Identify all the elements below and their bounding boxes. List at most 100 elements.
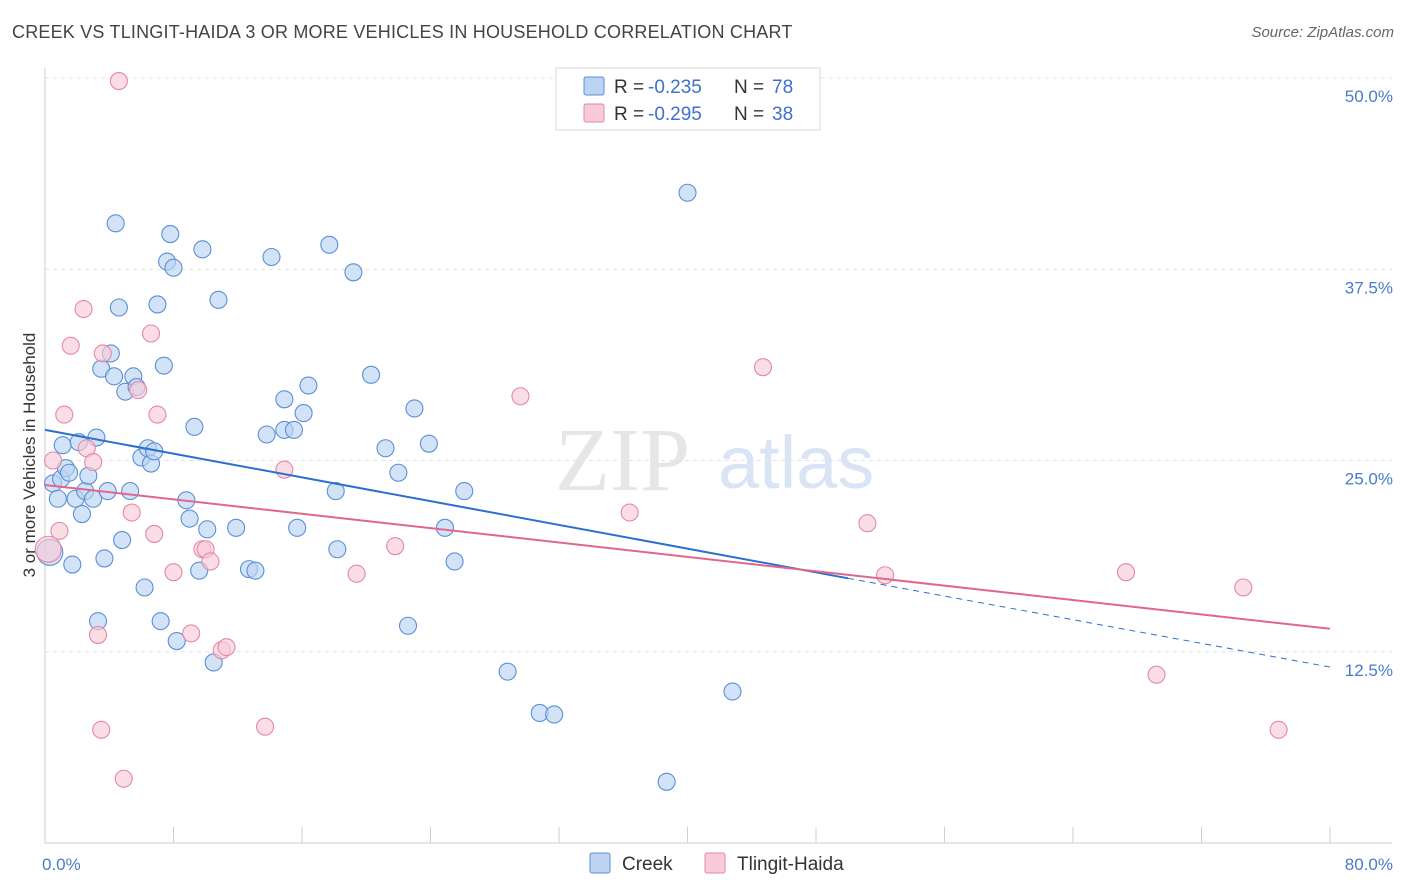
creek-point-68 bbox=[419, 434, 438, 453]
tlingit-haida-point-35 bbox=[1147, 665, 1166, 684]
creek-point-59 bbox=[320, 235, 339, 254]
tlingit-haida-point-25 bbox=[256, 717, 275, 736]
legend-n-value-tlingit: 38 bbox=[772, 104, 793, 125]
tlingit-haida-point-9 bbox=[92, 720, 111, 739]
creek-point-51 bbox=[257, 425, 276, 444]
creek-point-71 bbox=[455, 482, 474, 501]
creek-point-56 bbox=[288, 518, 307, 537]
legend-n-label-creek: N = bbox=[734, 77, 764, 98]
creek-point-66 bbox=[398, 616, 418, 635]
creek-point-48 bbox=[227, 518, 246, 537]
legend-n-value-creek: 78 bbox=[772, 77, 793, 98]
watermark-zip: ZIP bbox=[555, 411, 690, 510]
creek-point-2 bbox=[48, 489, 67, 508]
x-tick-labels: 0.0% 80.0% bbox=[42, 855, 1393, 874]
tlingit-haida-point-33 bbox=[876, 566, 895, 585]
tlingit-haida-point-29 bbox=[511, 387, 530, 406]
grid-lines bbox=[45, 77, 1392, 653]
tlingit-haida-point-3 bbox=[55, 405, 74, 424]
legend-swatch-tlingit-haida bbox=[583, 103, 605, 123]
creek-point-38 bbox=[164, 258, 183, 277]
creek-point-76 bbox=[678, 183, 697, 202]
legend-r-value-creek: -0.235 bbox=[648, 77, 702, 98]
legend-r-label-creek: R = bbox=[614, 77, 644, 98]
bottom-legend-creek: Creek bbox=[622, 854, 673, 875]
trend-lines bbox=[44, 428, 1331, 668]
legend: R = -0.235 N = 78 R = -0.295 N = 38 bbox=[555, 67, 821, 131]
watermark-atlas: atlas bbox=[718, 421, 874, 504]
tlingit-haida-point-37 bbox=[1269, 720, 1288, 739]
creek-point-54 bbox=[275, 390, 294, 409]
creek-point-52 bbox=[262, 247, 281, 267]
creek-point-63 bbox=[362, 365, 381, 384]
creek-point-20 bbox=[105, 367, 124, 386]
tlingit-haida-point-15 bbox=[141, 324, 161, 343]
tlingit-haida-point-13 bbox=[122, 503, 141, 522]
y-tick-labels: 12.5% 25.0% 37.5% 50.0% bbox=[1345, 87, 1393, 680]
source-label: Source: ZipAtlas.com bbox=[1251, 24, 1394, 41]
tlingit-haida-trend-line bbox=[44, 483, 1331, 630]
creek-point-55 bbox=[284, 420, 304, 439]
tlingit-haida-point-30 bbox=[620, 503, 639, 522]
creek-point-42 bbox=[185, 417, 204, 436]
creek-point-21 bbox=[106, 214, 125, 233]
creek-point-4 bbox=[53, 436, 72, 455]
tlingit-haida-point-2 bbox=[50, 521, 69, 540]
creek-point-50 bbox=[246, 561, 265, 580]
tlingit-haida-point-17 bbox=[148, 405, 167, 424]
creek-point-17 bbox=[95, 549, 114, 568]
creek-point-34 bbox=[151, 612, 170, 631]
tlingit-haida-point-5 bbox=[74, 299, 93, 319]
creek-point-41 bbox=[180, 509, 199, 528]
axes bbox=[44, 68, 1392, 844]
creek-point-74 bbox=[545, 705, 564, 724]
creek-point-45 bbox=[198, 520, 217, 539]
creek-point-25 bbox=[121, 482, 140, 501]
tlingit-haida-point-10 bbox=[93, 344, 112, 363]
creek-point-7 bbox=[63, 555, 82, 574]
creek-trend-line bbox=[44, 428, 849, 580]
bottom-legend-swatch-creek bbox=[589, 852, 611, 874]
creek-point-75 bbox=[657, 772, 676, 791]
bottom-legend-tlingit-haida: Tlingit-Haida bbox=[737, 854, 844, 875]
creek-trend-extension bbox=[848, 577, 1331, 668]
tlingit-haida-point-27 bbox=[347, 564, 366, 583]
legend-r-value-tlingit: -0.295 bbox=[648, 104, 702, 125]
creek-point-22 bbox=[109, 298, 128, 317]
legend-r-label-tlingit: R = bbox=[614, 104, 644, 125]
y-tick-label-2: 37.5% bbox=[1345, 278, 1393, 297]
creek-point-57 bbox=[294, 404, 313, 423]
creek-point-60 bbox=[326, 482, 345, 501]
watermark: ZIP atlas bbox=[555, 411, 874, 510]
tlingit-haida-point-22 bbox=[201, 552, 220, 571]
creek-point-29 bbox=[135, 578, 154, 597]
x-tick-label-0: 0.0% bbox=[42, 855, 81, 874]
tlingit-haida-point-16 bbox=[145, 524, 164, 543]
creek-point-65 bbox=[389, 463, 408, 482]
tlingit-haida-point-31 bbox=[753, 358, 773, 377]
tlingit-haida-point-19 bbox=[182, 624, 201, 643]
y-tick-label-3: 50.0% bbox=[1345, 87, 1393, 106]
tlingit-haida-point-24 bbox=[217, 638, 236, 657]
creek-point-35 bbox=[154, 356, 173, 375]
tlingit-haida-point-0 bbox=[34, 535, 62, 563]
y-tick-label-0: 12.5% bbox=[1345, 661, 1393, 680]
creek-point-23 bbox=[113, 531, 132, 550]
tlingit-haida-point-12 bbox=[114, 769, 133, 788]
tlingit-haida-point-1 bbox=[43, 451, 63, 470]
y-tick-label-1: 25.0% bbox=[1345, 470, 1393, 489]
bottom-legend-swatch-tlingit-haida bbox=[704, 852, 726, 874]
creek-point-33 bbox=[148, 295, 167, 314]
creek-point-70 bbox=[445, 552, 464, 571]
creek-point-44 bbox=[193, 240, 212, 259]
chart-title: CREEK VS TLINGIT-HAIDA 3 OR MORE VEHICLE… bbox=[12, 22, 793, 42]
creek-point-37 bbox=[161, 225, 180, 244]
creek-point-6 bbox=[60, 463, 79, 482]
tlingit-haida-point-8 bbox=[88, 625, 108, 644]
creek-point-47 bbox=[209, 290, 228, 309]
tlingit-haida-point-34 bbox=[1116, 563, 1136, 582]
creek-point-72 bbox=[498, 662, 517, 681]
creek-point-64 bbox=[376, 439, 395, 458]
tlingit-haida-point-18 bbox=[164, 563, 183, 582]
